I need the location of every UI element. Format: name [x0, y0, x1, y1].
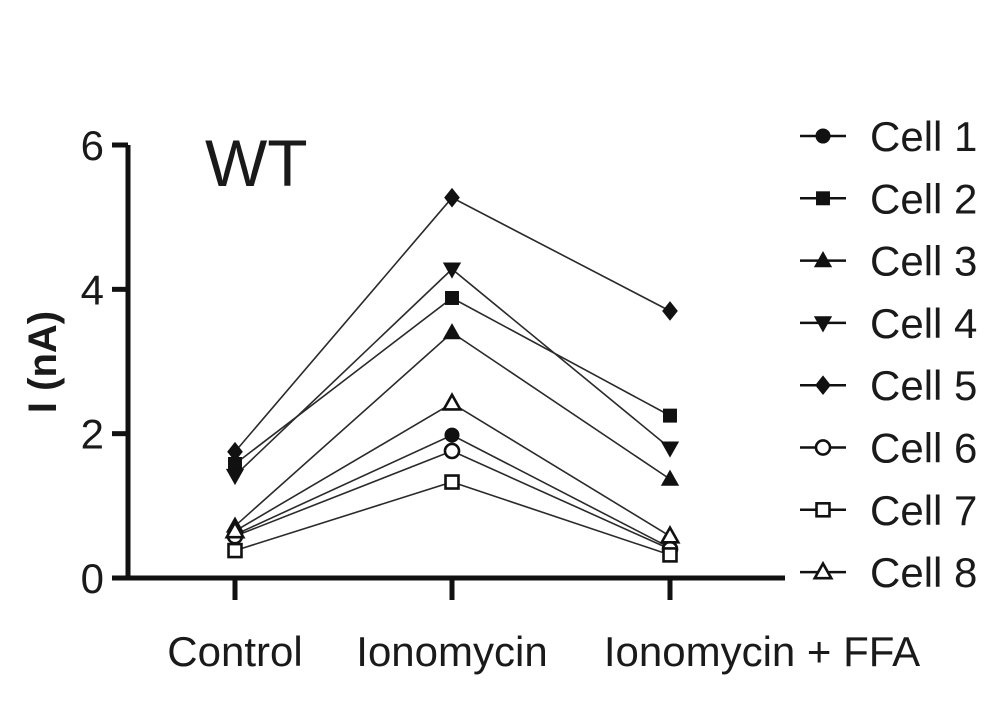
data-point: [225, 468, 245, 486]
y-tick-label: 4: [81, 266, 104, 313]
legend-label: Cell 1: [870, 113, 977, 160]
legend-label: Cell 5: [870, 362, 977, 409]
legend-marker: [816, 191, 830, 206]
series-lines: [234, 196, 671, 556]
legend-label: Cell 3: [870, 238, 977, 285]
legend: Cell 1 Cell 2 Cell 3 Cell 4 Cell 5 Cell 6 Cell…: [800, 113, 977, 596]
legend-label: Cell 2: [870, 175, 977, 222]
data-point: [227, 542, 243, 559]
legend-marker: [813, 251, 833, 268]
legend-marker: [813, 316, 833, 333]
chart-title: WT: [205, 126, 308, 200]
axes: 0 2 4 6 Control Ionomycin Ionomycin + FFA: [81, 122, 921, 675]
data-point: [441, 392, 463, 411]
data-point: [660, 441, 680, 458]
legend-marker: [815, 502, 831, 518]
data-point: [442, 262, 462, 279]
legend-label: Cell 4: [870, 300, 977, 347]
legend-item: Cell 5: [800, 362, 977, 409]
data-point: [443, 442, 461, 460]
legend-label: Cell 7: [870, 487, 977, 534]
data-point: [662, 547, 678, 563]
data-point: [442, 323, 462, 340]
legend-item: Cell 6: [800, 425, 977, 472]
data-point: [444, 187, 460, 208]
x-tick-label: Control: [167, 628, 302, 675]
legend-item: Cell 2: [800, 175, 977, 222]
data-point: [663, 408, 677, 423]
series-markers: [224, 187, 681, 563]
data-point: [224, 519, 246, 539]
legend-marker: [812, 560, 834, 580]
legend-label: Cell 6: [870, 425, 977, 472]
series-line-6: [234, 450, 671, 550]
legend-item: Cell 7: [800, 487, 977, 534]
y-tick-label: 6: [81, 122, 104, 169]
data-point: [227, 441, 243, 462]
series-line-8: [234, 402, 671, 537]
legend-item: Cell 3: [800, 238, 977, 285]
data-point: [444, 474, 460, 490]
data-point: [660, 469, 680, 486]
legend-label: Cell 8: [870, 549, 977, 596]
legend-marker: [815, 375, 831, 396]
legend-item: Cell 1: [800, 113, 977, 160]
x-tick-label: Ionomycin: [356, 628, 547, 675]
data-point: [445, 291, 459, 305]
data-point: [659, 524, 681, 544]
y-tick-label: 0: [81, 555, 104, 602]
y-tick-label: 2: [81, 411, 104, 458]
legend-item: Cell 8: [800, 549, 977, 596]
legend-marker: [814, 439, 832, 456]
legend-marker: [815, 128, 831, 144]
data-point: [662, 301, 678, 321]
x-tick-label: Ionomycin + FFA: [604, 628, 920, 675]
data-point: [444, 427, 460, 443]
y-axis-label: I (nA): [21, 311, 65, 413]
legend-item: Cell 4: [800, 300, 977, 347]
